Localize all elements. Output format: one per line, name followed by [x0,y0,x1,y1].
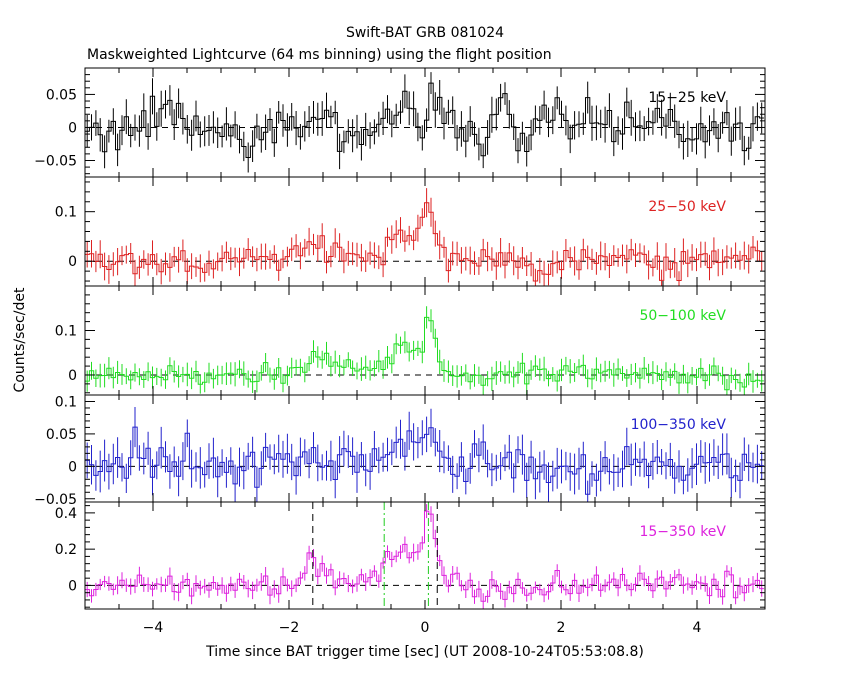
y-tick-label: 0.05 [46,427,77,443]
figure-subtitle: Maskweighted Lightcurve (64 ms binning) … [87,47,552,63]
x-tick-label: 2 [557,620,566,636]
y-tick-label: 0 [68,578,77,594]
panel-2: 0 0.1 25−50 keV [55,176,766,287]
panel-1: −0.05 0 0.05 15−25 keV [34,67,766,178]
panels-group: −0.05 0 0.05 15−25 keV 0 0.1 25−50 keV 0 0.1 50−1… [34,67,766,610]
x-tick-label: 0 [421,620,430,636]
energy-band-label: 25−50 keV [648,199,726,215]
x-tick-label: −2 [279,620,300,636]
y-tick-label: 0.1 [55,323,77,339]
y-tick-label: 0 [68,254,77,270]
y-tick-label: −0.05 [34,153,77,169]
panel-4: −0.05 0 0.05 0.1 100−350 keV [34,394,766,508]
panel-5: 0 0.2 0.4 15−350 keV [55,501,766,610]
y-tick-label: 0.4 [55,506,77,522]
y-tick-label: 0 [68,120,77,136]
lightcurve-line [85,82,764,158]
series-4 [85,407,764,502]
energy-band-label: 50−100 keV [639,308,726,324]
energy-band-label: 15−350 keV [639,524,726,540]
x-tick-label: 4 [693,620,702,636]
lightcurve-line [85,316,764,391]
panel-frame [84,394,766,503]
figure-title: Swift-BAT GRB 081024 [346,25,504,41]
series-5 [85,504,764,609]
series-2 [85,188,764,286]
series-1 [85,72,764,173]
x-axis: −4 −2 0 2 4 [143,620,702,636]
y-tick-label: 0.1 [55,205,77,221]
lightcurve-line [85,510,764,602]
y-axis-label: Counts/sec/det [12,287,28,392]
x-axis-label: Time since BAT trigger time [sec] (UT 20… [205,644,644,660]
energy-band-label: 100−350 keV [631,417,727,433]
panel-3: 0 0.1 50−100 keV [55,285,766,396]
x-tick-label: −4 [143,620,164,636]
y-tick-label: 0.1 [55,394,77,410]
series-3 [85,306,764,395]
y-tick-label: −0.05 [34,492,77,508]
lightcurve-line [85,202,764,282]
y-tick-label: 0 [68,459,77,475]
y-tick-label: 0.2 [55,542,77,558]
energy-band-label: 15−25 keV [648,90,726,106]
y-tick-label: 0.05 [46,87,77,103]
lightcurve-line [85,426,764,495]
y-tick-label: 0 [68,368,77,384]
